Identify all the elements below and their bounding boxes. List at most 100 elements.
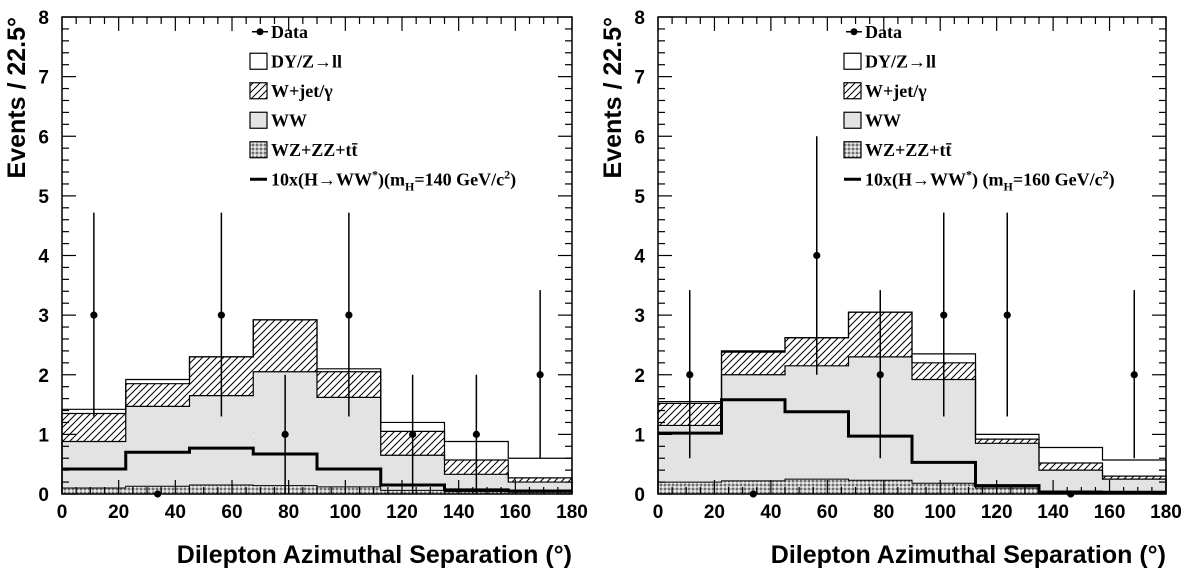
legend-other-label: WZ+ZZ+tt̄ bbox=[271, 140, 358, 160]
x-tick-label: 160 bbox=[499, 502, 531, 523]
y-axis-title: Events / 22.5° bbox=[3, 17, 31, 178]
x-tick-label: 120 bbox=[981, 502, 1013, 523]
x-tick-label: 0 bbox=[653, 502, 664, 523]
legend-data-marker bbox=[850, 28, 858, 36]
legend-higgs-part: ) (m bbox=[972, 169, 1003, 190]
data-point bbox=[217, 311, 225, 319]
y-tick-label: 7 bbox=[38, 68, 49, 89]
legend-higgs-part: H bbox=[1003, 179, 1013, 193]
wz-zz-tt-bin bbox=[189, 485, 254, 494]
y-tick-label: 0 bbox=[38, 485, 49, 506]
legend-higgs-part: =160 GeV/c bbox=[1013, 169, 1103, 189]
legend-higgs-part: 10x(H→WW bbox=[865, 169, 966, 190]
y-tick-label: 5 bbox=[38, 187, 49, 208]
wz-zz-tt-bin bbox=[785, 479, 849, 494]
legend-higgs-part: H bbox=[405, 179, 415, 193]
x-tick-label: 180 bbox=[1150, 502, 1182, 523]
legend: Data DY/Z→ll W+jet/γ WW WZ+ZZ+tt̄ 10x(H→WW*)(… bbox=[249, 22, 516, 193]
legend-wjet-swatch bbox=[843, 82, 862, 100]
ww-bin bbox=[508, 482, 572, 494]
data-point bbox=[813, 251, 821, 260]
right-histogram-panel: 0 20 40 60 80 100 120 140 160 180 0 1 2 3 4 5 6 7 8 Dilepto… bbox=[599, 8, 1182, 569]
legend-wjet-label: W+jet/γ bbox=[865, 81, 927, 101]
data-point bbox=[90, 311, 98, 319]
y-tick-label: 4 bbox=[38, 247, 49, 268]
legend-ww-label: WW bbox=[271, 110, 307, 130]
x-axis-title: Dilepton Azimuthal Separation (°) bbox=[771, 541, 1166, 569]
ww-outline bbox=[657, 356, 1167, 494]
wz-zz-tt-bin bbox=[508, 492, 572, 494]
x-axis-title: Dilepton Azimuthal Separation (°) bbox=[177, 541, 572, 569]
legend-higgs-label: 10x(H→WW*)(mH=140 GeV/c2) bbox=[271, 167, 516, 193]
data-point bbox=[1130, 371, 1138, 379]
x-tick-label: 160 bbox=[1094, 502, 1126, 523]
wz-zz-tt-bin bbox=[975, 488, 1039, 494]
x-tick-label: 100 bbox=[329, 502, 361, 523]
y-tick-label: 0 bbox=[634, 485, 645, 506]
legend-higgs-part: 2 bbox=[1103, 167, 1109, 181]
legend-ww-swatch bbox=[249, 111, 268, 129]
wz-zz-tt-bin bbox=[912, 483, 976, 494]
x-tick-label: 80 bbox=[873, 502, 894, 523]
x-tick-label: 180 bbox=[556, 502, 588, 523]
legend-wjet-swatch bbox=[249, 82, 268, 100]
y-tick-label: 6 bbox=[634, 127, 645, 148]
y-tick-label: 3 bbox=[38, 306, 49, 327]
wz-zz-tt-bin bbox=[721, 480, 785, 494]
legend-dy-swatch bbox=[843, 52, 862, 70]
wz-zz-tt-bin bbox=[848, 480, 912, 494]
wz-zz-tt-bin bbox=[658, 482, 722, 494]
data-point bbox=[686, 371, 694, 379]
legend-higgs-part: )(m bbox=[378, 169, 405, 190]
x-tick-label: 140 bbox=[443, 502, 475, 523]
wz-zz-tt-bin bbox=[125, 486, 190, 494]
left-histogram-panel: 0 20 40 60 80 100 120 140 160 180 0 1 2 3 4 5 6 7 8 Dilepto… bbox=[3, 8, 588, 569]
ww-bin bbox=[1039, 470, 1103, 494]
y-tick-label: 2 bbox=[38, 366, 49, 387]
legend-data-label: Data bbox=[271, 22, 308, 42]
x-tick-label: 60 bbox=[817, 502, 838, 523]
data-point bbox=[940, 311, 948, 319]
x-tick-label: 60 bbox=[221, 502, 242, 523]
y-tick-label: 8 bbox=[38, 8, 49, 29]
legend-dy-swatch bbox=[249, 52, 268, 70]
legend-higgs-part: ) bbox=[1109, 169, 1115, 190]
x-tick-label: 40 bbox=[760, 502, 781, 523]
legend-higgs-part: ) bbox=[510, 169, 516, 190]
legend-dy-label: DY/Z→ll bbox=[865, 51, 936, 71]
legend-other-swatch bbox=[249, 141, 268, 159]
x-tick-label: 80 bbox=[278, 502, 299, 523]
ww-bin bbox=[721, 374, 785, 494]
ww-bin bbox=[1102, 479, 1166, 494]
y-tick-label: 1 bbox=[634, 425, 645, 446]
ww-bin bbox=[785, 365, 849, 494]
legend-other-label: WZ+ZZ+tt̄ bbox=[865, 140, 952, 160]
y-tick-label: 6 bbox=[38, 127, 49, 148]
legend-ww-swatch bbox=[843, 111, 862, 129]
legend-higgs-label: 10x(H→WW*) (mH=160 GeV/c2) bbox=[865, 167, 1115, 193]
legend-wjet-label: W+jet/γ bbox=[271, 81, 333, 101]
x-tick-label: 140 bbox=[1037, 502, 1069, 523]
ww-outline bbox=[61, 371, 573, 494]
legend: Data DY/Z→ll W+jet/γ WW WZ+ZZ+tt̄ 10x(H→WW*) … bbox=[843, 22, 1115, 193]
legend-higgs-part: =140 GeV/c bbox=[414, 169, 504, 189]
legend-higgs-part: * bbox=[372, 167, 378, 181]
legend-other-swatch bbox=[843, 141, 862, 159]
wz-zz-tt-bin bbox=[317, 486, 381, 494]
x-tick-label: 40 bbox=[165, 502, 186, 523]
y-tick-label: 2 bbox=[634, 366, 645, 387]
legend-higgs-part: * bbox=[966, 167, 972, 181]
x-tick-label: 0 bbox=[57, 502, 68, 523]
y-axis-title: Events / 22.5° bbox=[599, 17, 627, 178]
ww-bin bbox=[125, 406, 190, 494]
y-tick-label: 5 bbox=[634, 187, 645, 208]
data-point bbox=[345, 311, 353, 319]
w-jet-outline bbox=[61, 319, 573, 494]
data-point bbox=[409, 430, 417, 438]
wz-zz-tt-bin bbox=[62, 488, 126, 494]
y-tick-label: 7 bbox=[634, 68, 645, 89]
data-point bbox=[876, 371, 884, 379]
legend-higgs-part: 10x(H→WW bbox=[271, 169, 372, 190]
data-point bbox=[281, 430, 289, 438]
